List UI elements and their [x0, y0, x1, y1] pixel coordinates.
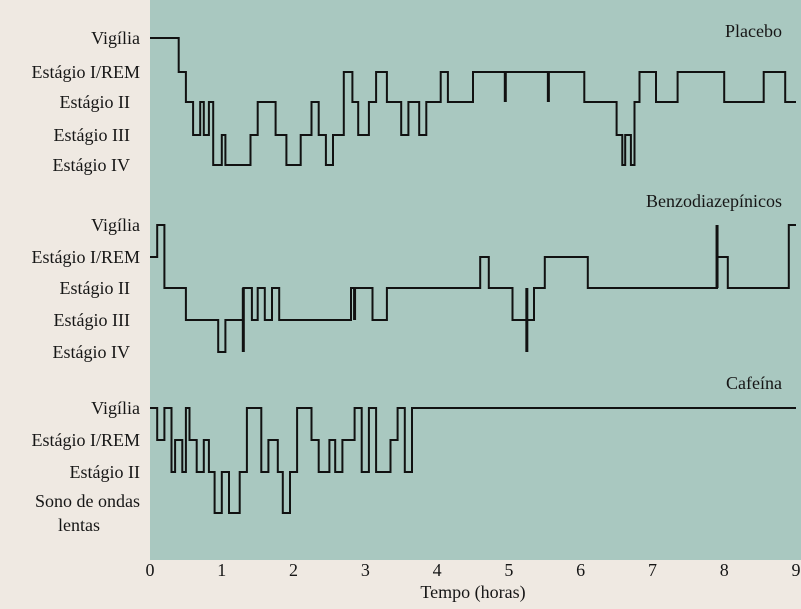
hypnogram-trace-2 [150, 407, 796, 514]
panel-title-1: Benzodiazepínicos [646, 191, 782, 211]
level-label-0-3: Estágio III [54, 125, 130, 145]
x-tick-label-4: 4 [433, 560, 442, 580]
level-label-2-2: Estágio II [70, 462, 140, 482]
panel-title-0: Placebo [725, 21, 782, 41]
level-label-2-0: Vigília [91, 398, 140, 418]
panel-title-2: Cafeína [726, 373, 782, 393]
level-label-1-0: Vigília [91, 215, 140, 235]
level-label-1-3: Estágio III [54, 310, 130, 330]
x-tick-label-6: 6 [576, 560, 585, 580]
level-label-0-4: Estágio IV [53, 155, 130, 175]
x-tick-label-1: 1 [217, 560, 226, 580]
level-label-1-2: Estágio II [60, 278, 130, 298]
plot-background [150, 0, 801, 560]
x-axis-label: Tempo (horas) [420, 582, 525, 603]
x-tick-label-2: 2 [289, 560, 298, 580]
x-tick-label-5: 5 [504, 560, 513, 580]
x-tick-label-9: 9 [792, 560, 801, 580]
x-tick-label-0: 0 [146, 560, 155, 580]
x-tick-label-8: 8 [720, 560, 729, 580]
level-label-0-0: Vigília [91, 28, 140, 48]
hypnogram-trace-1 [150, 224, 796, 353]
hypnogram-trace-0 [150, 37, 796, 166]
level-label-0-1: Estágio I/REM [32, 62, 141, 82]
level-label-1-1: Estágio I/REM [32, 247, 141, 267]
level-label-0-2: Estágio II [60, 92, 130, 112]
level-label-2-1: Estágio I/REM [32, 430, 141, 450]
x-tick-label-7: 7 [648, 560, 657, 580]
level-label-1-4: Estágio IV [53, 342, 130, 362]
x-tick-label-3: 3 [361, 560, 370, 580]
level-label-sono-de-ondas-lentas: Sono de ondas lentas [35, 491, 140, 535]
